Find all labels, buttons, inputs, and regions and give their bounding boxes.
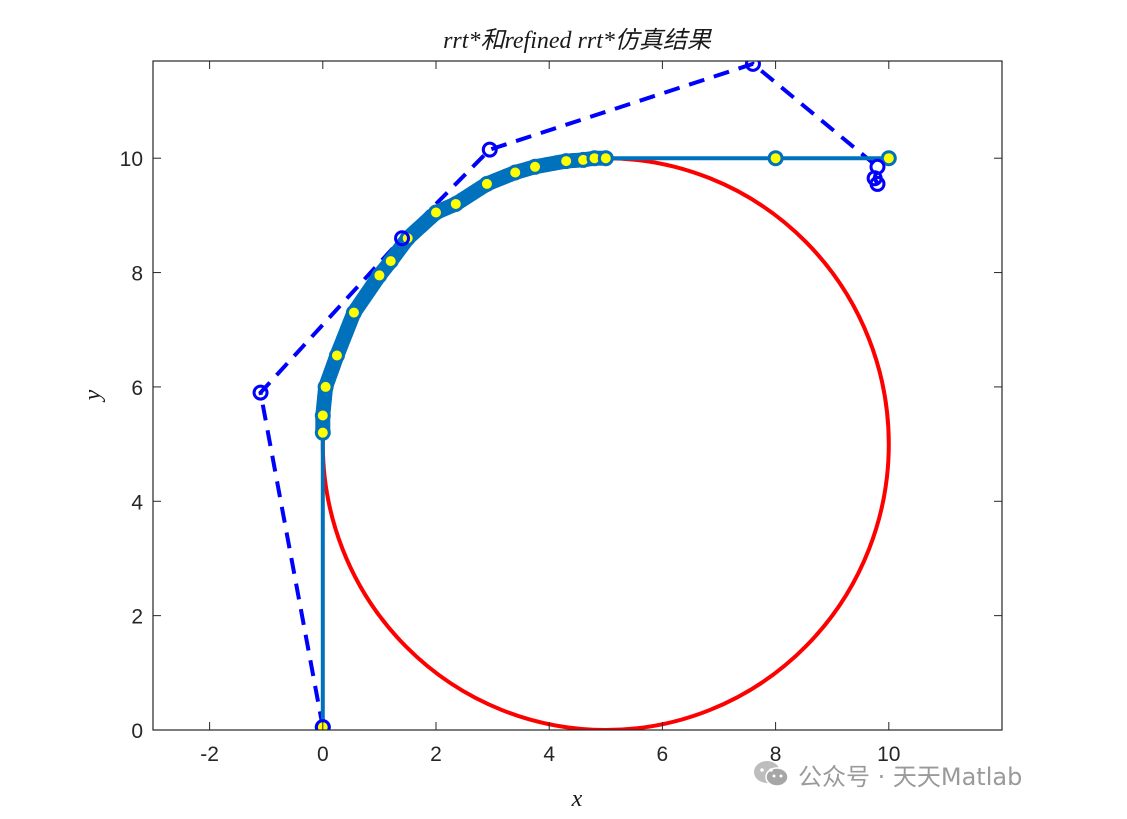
refined-path-marker bbox=[447, 195, 464, 212]
refined-path-marker bbox=[328, 347, 345, 364]
x-axis-label: x bbox=[571, 786, 583, 812]
x-tick-label: 2 bbox=[430, 743, 442, 766]
refined-path-marker bbox=[317, 378, 334, 395]
y-tick-label: 6 bbox=[131, 377, 143, 400]
refined-path-marker bbox=[314, 407, 331, 424]
y-tick-label: 0 bbox=[131, 720, 143, 743]
chart-title: rrt*和refined rrt*仿真结果 bbox=[443, 27, 713, 54]
refined-path-marker bbox=[597, 150, 614, 167]
refined-path-marker bbox=[507, 164, 524, 181]
wechat-icon bbox=[754, 761, 789, 787]
axes-box bbox=[152, 60, 1003, 731]
x-tick-label: 10 bbox=[877, 743, 900, 766]
refined-path-marker bbox=[428, 204, 444, 221]
refined-path-marker bbox=[382, 253, 399, 270]
refined-path-marker bbox=[478, 175, 495, 192]
y-tick-label: 2 bbox=[131, 606, 143, 629]
plot-area bbox=[153, 61, 1002, 730]
rrt-star-marker bbox=[744, 61, 761, 72]
refined-path-marker bbox=[345, 304, 362, 321]
rrt-star-marker bbox=[869, 175, 886, 192]
x-tick-label: -2 bbox=[200, 743, 219, 766]
rrt-star-marker bbox=[314, 719, 331, 730]
refined-path-marker bbox=[558, 153, 575, 170]
refined-path-marker bbox=[371, 267, 388, 284]
x-tick-label: 6 bbox=[657, 743, 669, 766]
refined-path-marker bbox=[880, 150, 897, 167]
y-axis-label: y bbox=[80, 389, 106, 402]
watermark: 公众号 · 天天Matlab bbox=[752, 756, 1022, 792]
y-tick-label: 4 bbox=[131, 491, 143, 514]
x-tick-label: 0 bbox=[317, 743, 329, 766]
refined-path-marker bbox=[314, 424, 331, 441]
y-tick-label: 10 bbox=[120, 148, 143, 171]
x-tick-label: 4 bbox=[543, 743, 555, 766]
x-tick-label: 8 bbox=[770, 743, 782, 766]
watermark-text: 公众号 · 天天Matlab bbox=[798, 762, 1023, 791]
rrt-star-marker bbox=[394, 230, 411, 247]
rrt-star-marker bbox=[252, 384, 269, 401]
rrt-star-marker bbox=[481, 141, 498, 158]
refined-path-marker bbox=[527, 158, 544, 175]
y-tick-label: 8 bbox=[131, 263, 143, 286]
refined-path-marker bbox=[767, 150, 784, 167]
